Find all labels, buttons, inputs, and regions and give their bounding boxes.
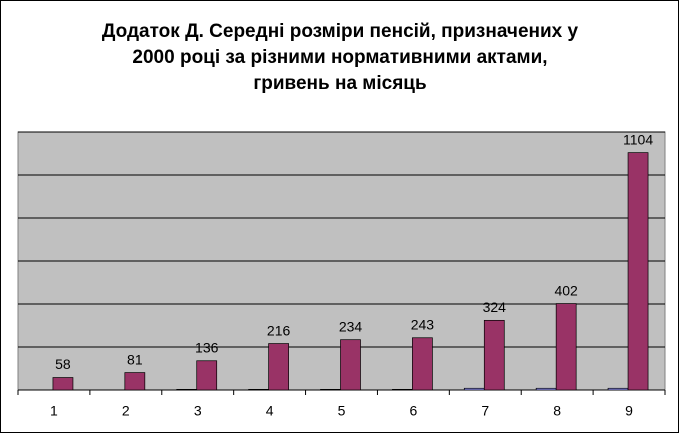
bar (463, 387, 485, 391)
data-label: 234 (339, 318, 363, 334)
bar (555, 303, 577, 391)
bar (320, 389, 341, 391)
data-label: 216 (267, 322, 291, 338)
bar (340, 339, 361, 391)
data-label: 136 (195, 339, 219, 355)
data-label: 324 (483, 299, 507, 315)
x-tick-label: 2 (122, 403, 130, 419)
bar (124, 372, 146, 391)
bar (268, 343, 289, 391)
bar (483, 319, 505, 391)
chart-title: 2000 році за різними нормативними актами… (132, 47, 547, 68)
x-tick-label: 5 (338, 403, 346, 419)
bar (176, 389, 198, 391)
x-tick-label: 6 (409, 403, 417, 419)
bar (52, 377, 74, 391)
x-tick-label: 3 (194, 403, 202, 419)
bar (196, 360, 218, 391)
bar (248, 389, 269, 391)
chart-title: Додаток Д. Середні розміри пенсій, призн… (102, 21, 579, 42)
x-tick-label: 9 (625, 403, 633, 419)
data-label: 1104 (623, 131, 653, 147)
x-tick-label: 1 (50, 403, 58, 419)
x-tick-label: 7 (481, 403, 489, 419)
x-tick-label: 4 (266, 403, 274, 419)
data-label: 81 (127, 351, 143, 367)
chart-title: гривень на місяць (253, 73, 426, 94)
bar (627, 152, 649, 391)
bar (535, 387, 557, 391)
data-label: 58 (55, 356, 71, 372)
data-label: 243 (411, 316, 435, 332)
data-label: 402 (554, 282, 578, 298)
bar (607, 387, 629, 391)
bar (392, 389, 413, 391)
bar (412, 337, 433, 391)
x-tick-label: 8 (553, 403, 561, 419)
